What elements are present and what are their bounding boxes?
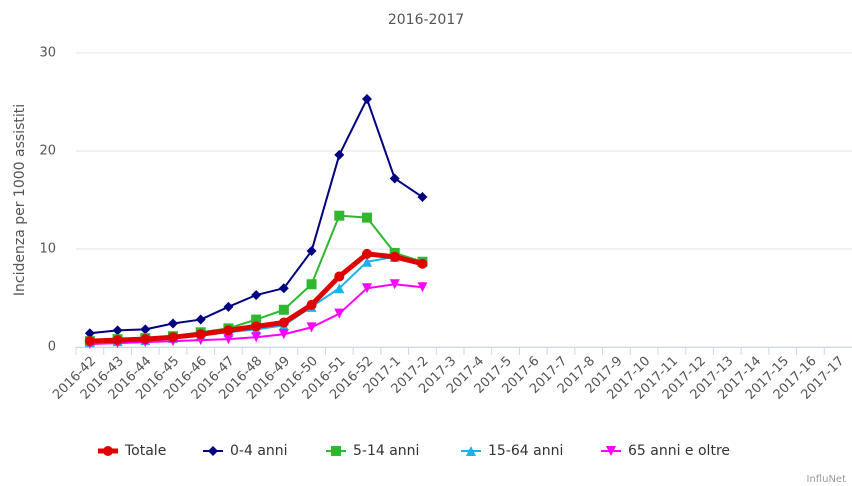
y-tick-label: 20 [39,144,56,159]
marker [362,283,372,294]
credit: InfluNet [807,474,847,485]
marker [140,324,151,335]
legend-label: 65 anni e oltre [628,443,730,459]
legend-label: 5-14 anni [353,443,419,459]
marker [466,446,476,456]
marker [334,283,345,294]
marker [223,301,234,312]
marker [306,245,317,256]
marker [168,318,178,329]
marker [331,446,341,456]
marker [606,446,616,456]
marker [223,325,234,336]
marker [362,256,372,267]
y-tick-label: 10 [39,242,56,257]
marker [112,325,123,336]
marker [223,334,234,345]
marker [278,329,289,340]
y-axis-title: Incidenza per 1000 assistiti [12,104,28,296]
marker [362,248,372,259]
marker [278,304,289,315]
marker [417,258,428,269]
marker [306,322,317,333]
marker [389,251,400,262]
marker [389,279,400,290]
legend-label: Totale [124,443,166,459]
chart-title: 2016-2017 [388,12,464,28]
legend-label: 15-64 anni [488,443,563,459]
marker [251,332,262,343]
marker [389,173,400,184]
marker [306,299,317,310]
marker [306,279,317,290]
marker [278,317,289,328]
marker [362,94,372,105]
marker [168,332,178,343]
marker [417,282,428,293]
marker [251,290,262,301]
marker [84,328,95,339]
marker [362,212,372,223]
marker [195,314,206,325]
marker [140,334,151,345]
marker [208,446,218,456]
marker [195,329,206,340]
marker [251,321,262,332]
marker [334,210,345,221]
marker [417,192,428,203]
marker [334,271,345,282]
marker [278,283,289,294]
legend-label: 0-4 anni [230,443,288,459]
marker [112,335,123,346]
marker [103,446,113,456]
y-tick-label: 0 [48,340,56,355]
marker [251,314,262,325]
marker [334,308,345,319]
marker [84,336,95,347]
y-tick-label: 30 [39,46,56,61]
marker [334,149,345,160]
